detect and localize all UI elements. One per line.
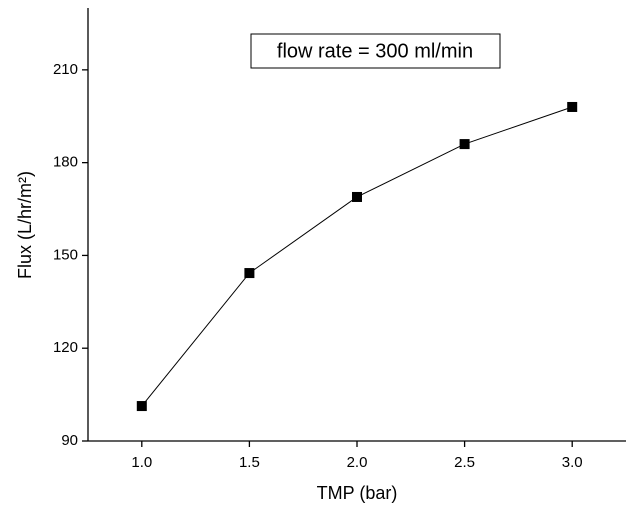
data-point bbox=[352, 191, 362, 202]
x-tick-label: 2.0 bbox=[347, 454, 368, 471]
x-tick-label: 1.5 bbox=[239, 454, 260, 471]
y-tick-label: 180 bbox=[53, 154, 78, 171]
y-tick-label: 120 bbox=[53, 339, 78, 356]
data-point bbox=[244, 268, 255, 279]
y-tick-label: 90 bbox=[61, 432, 78, 449]
data-line bbox=[141, 106, 573, 407]
data-point bbox=[567, 101, 578, 112]
y-tick-label: 150 bbox=[53, 246, 78, 263]
data-point bbox=[136, 401, 147, 412]
data-point bbox=[459, 139, 470, 150]
y-axis-title: Flux (L/hr/m²) bbox=[15, 171, 35, 279]
x-tick-label: 3.0 bbox=[562, 454, 583, 471]
x-tick-label: 2.5 bbox=[454, 454, 475, 471]
x-axis-title: TMP (bar) bbox=[317, 483, 398, 503]
x-tick-label: 1.0 bbox=[131, 454, 152, 471]
y-tick-label: 210 bbox=[53, 61, 78, 78]
annotation-box bbox=[250, 33, 501, 69]
annotation: flow rate = 300 ml/min bbox=[277, 40, 473, 62]
